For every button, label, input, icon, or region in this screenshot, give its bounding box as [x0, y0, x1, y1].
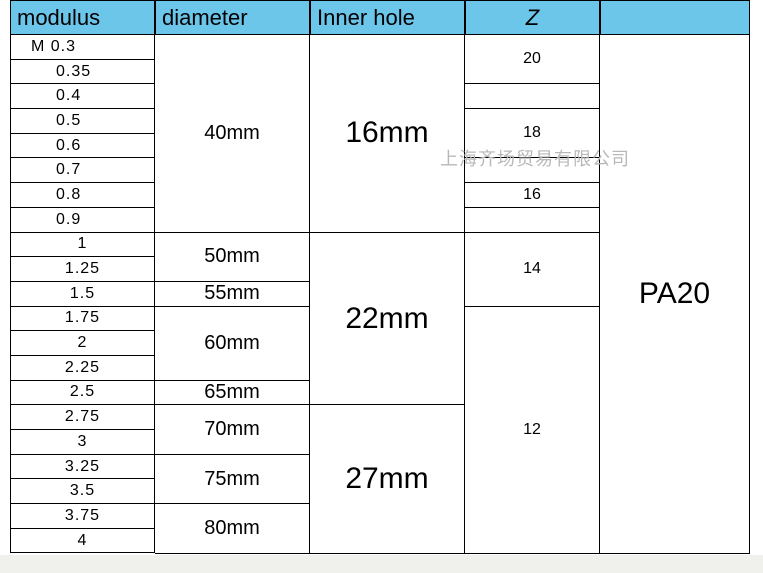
diameter-cell: 60mm [155, 307, 310, 381]
z-cell [465, 208, 600, 233]
z-cell [465, 158, 600, 183]
modulus-cell: 4 [10, 529, 155, 554]
modulus-cell: 1 [10, 233, 155, 258]
z-cell [465, 84, 600, 109]
modulus-cell: 0.5 [10, 109, 155, 134]
modulus-cell: 3.25 [10, 455, 155, 480]
modulus-cell: 3 [10, 430, 155, 455]
header-modulus: modulus [10, 0, 155, 35]
z-column: 20 18 16 1412 [465, 35, 600, 554]
diameter-cell: 55mm [155, 282, 310, 307]
inner-hole-cell: 27mm [310, 405, 465, 553]
diameter-cell: 75mm [155, 455, 310, 504]
modulus-cell: 2.75 [10, 405, 155, 430]
modulus-cell: 1.25 [10, 257, 155, 282]
modulus-cell: 2 [10, 331, 155, 356]
header-diameter: diameter [155, 0, 310, 35]
modulus-column: M 0.30.350.40.50.60.70.80.911.251.51.752… [10, 35, 155, 553]
diameter-cell: 70mm [155, 405, 310, 454]
pa-column: PA20 [600, 35, 750, 554]
modulus-cell: 1.75 [10, 307, 155, 332]
modulus-cell: 0.6 [10, 134, 155, 159]
modulus-cell: 0.8 [10, 183, 155, 208]
modulus-cell: 0.35 [10, 60, 155, 85]
modulus-cell: 3.75 [10, 504, 155, 529]
modulus-cell: 0.7 [10, 158, 155, 183]
modulus-cell: 1.5 [10, 282, 155, 307]
modulus-cell: 3.5 [10, 479, 155, 504]
diameter-column: 40mm50mm55mm60mm65mm70mm75mm80mm [155, 35, 310, 554]
diameter-cell: 50mm [155, 233, 310, 282]
pa-cell: PA20 [600, 35, 750, 554]
modulus-cell: 0.4 [10, 84, 155, 109]
inner-hole-cell: 22mm [310, 233, 465, 406]
diameter-cell: 40mm [155, 35, 310, 233]
z-cell: 12 [465, 307, 600, 554]
diameter-cell: 65mm [155, 381, 310, 406]
bottom-strip [0, 555, 763, 573]
header-z: Z [465, 0, 600, 35]
modulus-cell: 2.25 [10, 356, 155, 381]
z-cell: 18 [465, 109, 600, 158]
header-inner-hole: Inner hole [310, 0, 465, 35]
header-pa [600, 0, 750, 35]
modulus-cell: 0.9 [10, 208, 155, 233]
spec-table: modulus diameter Inner hole Z M 0.30.350… [10, 0, 753, 573]
table-header-row: modulus diameter Inner hole Z [10, 0, 753, 35]
diameter-cell: 80mm [155, 504, 310, 553]
z-cell: 14 [465, 233, 600, 307]
modulus-cell: 2.5 [10, 381, 155, 406]
z-cell: 16 [465, 183, 600, 208]
inner-hole-cell: 16mm [310, 35, 465, 233]
modulus-cell: M 0.3 [10, 35, 155, 60]
z-cell: 20 [465, 35, 600, 84]
inner-hole-column: 16mm22mm27mm [310, 35, 465, 554]
